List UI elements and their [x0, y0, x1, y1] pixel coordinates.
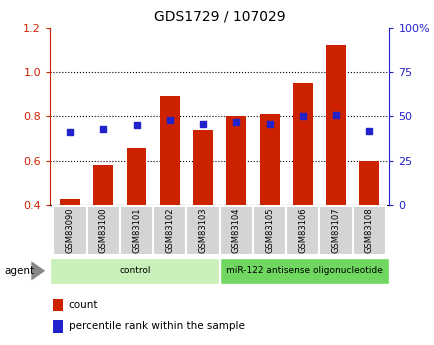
Bar	[126, 148, 146, 205]
Point	[99, 126, 106, 132]
FancyBboxPatch shape	[286, 206, 319, 255]
FancyBboxPatch shape	[153, 206, 186, 255]
Text: count: count	[69, 300, 98, 310]
Bar	[93, 165, 113, 205]
Text: GSM83090: GSM83090	[66, 207, 74, 253]
Text: GSM83101: GSM83101	[132, 207, 141, 253]
Bar	[53, 299, 63, 311]
Text: GSM83100: GSM83100	[99, 207, 108, 253]
Text: GSM83106: GSM83106	[298, 207, 307, 253]
FancyBboxPatch shape	[53, 206, 86, 255]
Text: GSM83104: GSM83104	[231, 207, 240, 253]
Point	[166, 117, 173, 123]
Bar	[60, 199, 80, 205]
Point	[266, 121, 273, 126]
FancyBboxPatch shape	[120, 206, 153, 255]
Text: GSM83103: GSM83103	[198, 207, 207, 253]
FancyBboxPatch shape	[252, 206, 286, 255]
Bar	[226, 116, 246, 205]
Point	[232, 119, 239, 125]
Bar	[159, 97, 179, 205]
Bar	[292, 83, 312, 205]
Point	[299, 114, 306, 119]
Bar	[358, 161, 378, 205]
FancyBboxPatch shape	[186, 206, 219, 255]
Point	[332, 112, 339, 117]
Bar	[259, 114, 279, 205]
Title: GDS1729 / 107029: GDS1729 / 107029	[154, 10, 285, 24]
FancyBboxPatch shape	[220, 258, 388, 284]
Bar	[53, 320, 63, 333]
FancyBboxPatch shape	[50, 258, 219, 284]
Text: GSM83108: GSM83108	[364, 207, 373, 253]
FancyBboxPatch shape	[86, 206, 120, 255]
Point	[199, 121, 206, 126]
Polygon shape	[31, 261, 45, 280]
Text: percentile rank within the sample: percentile rank within the sample	[69, 321, 244, 331]
Point	[66, 130, 73, 135]
Point	[365, 128, 372, 134]
FancyBboxPatch shape	[352, 206, 385, 255]
Text: agent: agent	[4, 266, 34, 276]
Text: GSM83107: GSM83107	[331, 207, 340, 253]
FancyBboxPatch shape	[319, 206, 352, 255]
Point	[133, 122, 140, 128]
Text: miR-122 antisense oligonucleotide: miR-122 antisense oligonucleotide	[226, 266, 382, 275]
Text: GSM83105: GSM83105	[264, 207, 273, 253]
Bar	[326, 45, 345, 205]
Text: control: control	[119, 266, 150, 275]
Bar	[193, 130, 213, 205]
FancyBboxPatch shape	[219, 206, 252, 255]
Text: GSM83102: GSM83102	[165, 207, 174, 253]
